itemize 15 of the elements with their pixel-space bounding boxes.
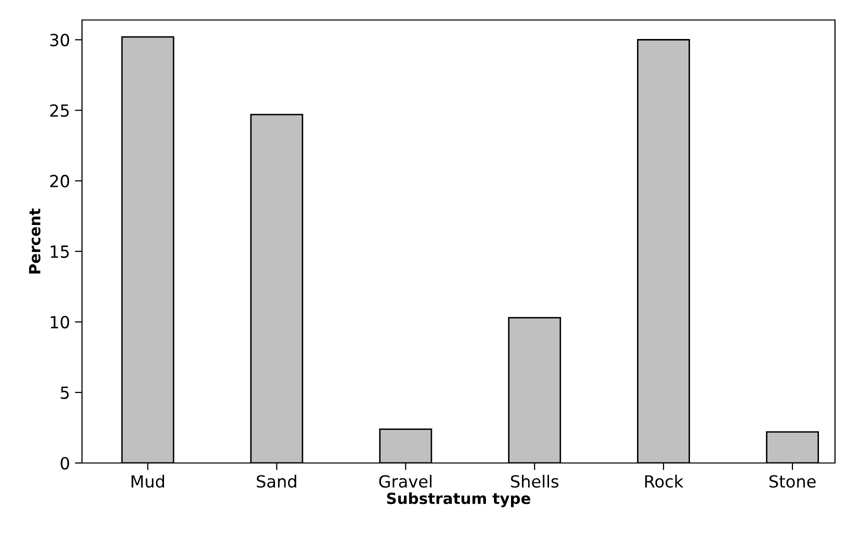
x-tick-label: Sand	[256, 474, 296, 488]
x-tick-label: Stone	[769, 475, 816, 488]
y-tick-label: 5	[60, 386, 69, 400]
y-tick-label: 30	[50, 34, 70, 46]
x-tick-label: Mud	[132, 474, 164, 488]
y-tick-label: 0	[60, 456, 70, 470]
y-tick-label: 20	[50, 174, 70, 188]
x-tick-label: Shells	[511, 474, 558, 488]
y-tick-label: 10	[50, 316, 70, 328]
x-tick-label: Gravel	[379, 474, 432, 488]
x-tick-label: Rock	[645, 474, 684, 488]
y-tick-label: 15	[50, 246, 69, 258]
x-axis-title: Substratum type	[387, 492, 530, 508]
y-axis-title: Percent	[29, 208, 40, 274]
y-tick-label: 25	[50, 104, 69, 117]
